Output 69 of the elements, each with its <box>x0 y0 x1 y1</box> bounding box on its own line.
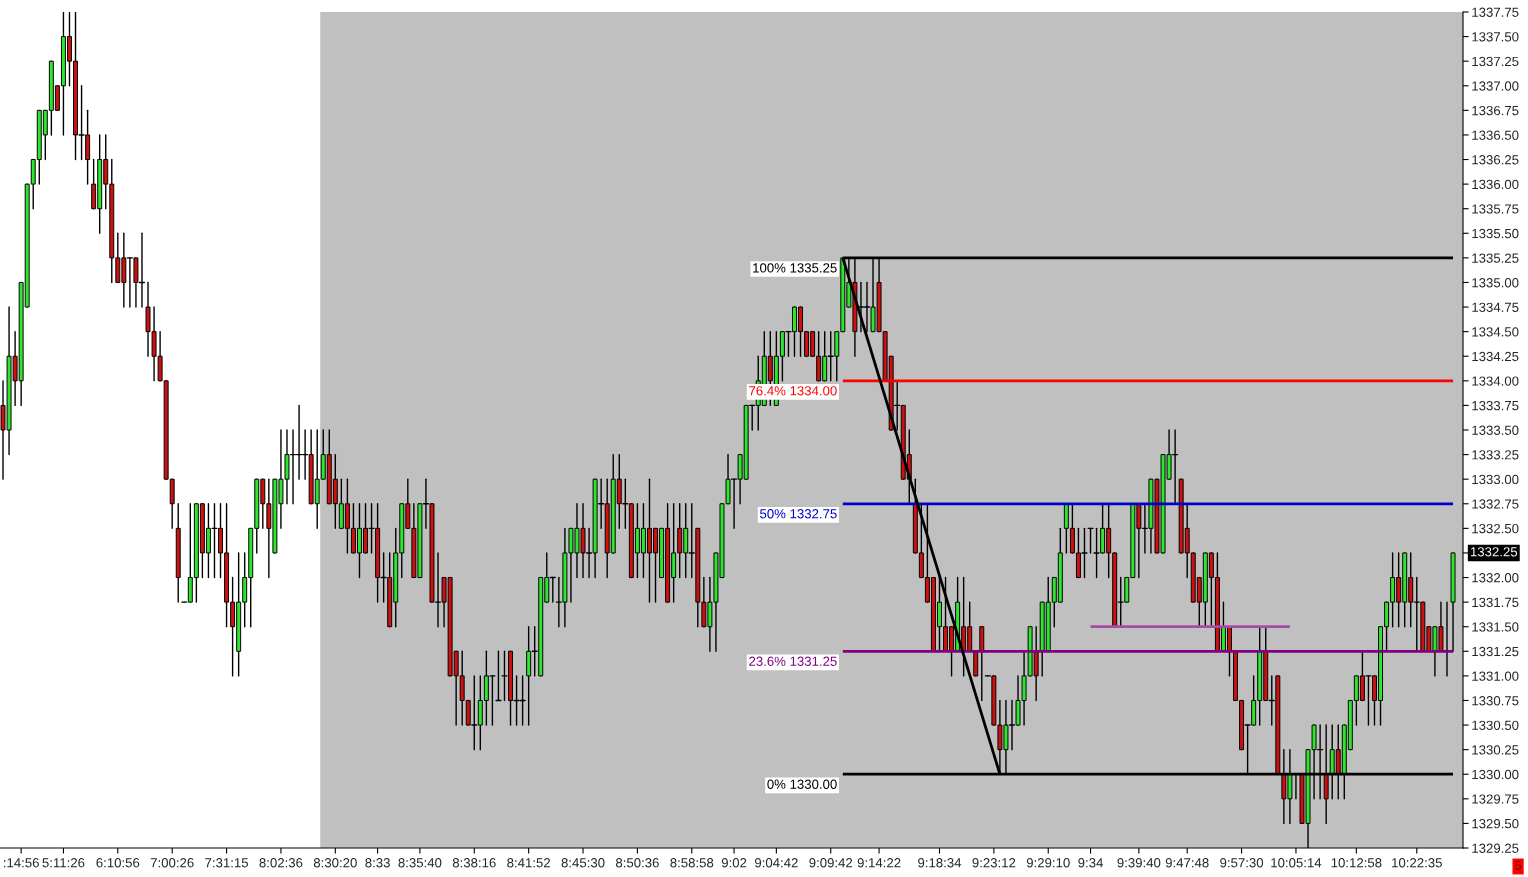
x-tick-label: 9:57:30 <box>1220 858 1264 868</box>
y-tick-label: 1337.25 <box>1472 56 1519 67</box>
y-tick-label: 1333.75 <box>1472 400 1519 411</box>
x-tick-label: 8:45:30 <box>561 858 605 868</box>
y-tick-label: 1332.50 <box>1472 523 1519 534</box>
y-tick-label: 1334.50 <box>1472 327 1519 337</box>
y-tick-label: 1336.75 <box>1472 105 1519 116</box>
x-tick-label: 8:41:52 <box>507 858 550 868</box>
y-tick-label: 1337.50 <box>1472 32 1519 42</box>
y-tick-label: 1335.00 <box>1472 278 1519 288</box>
y-tick-label: 1330.25 <box>1472 745 1519 755</box>
x-tick-label: 9:02 <box>721 858 747 868</box>
x-tick-label: 10:05:14 <box>1271 858 1322 868</box>
x-tick-label: 9:39:40 <box>1117 858 1161 868</box>
series-label: 100% 1335.25 <box>753 263 837 273</box>
x-tick-label: 9:18:34 <box>918 858 962 868</box>
x-tick-label: 7:31:15 <box>205 858 249 868</box>
y-tick-label: 1331.50 <box>1472 622 1519 632</box>
y-tick-label: 1337.75 <box>1472 7 1519 17</box>
y-tick-label: 1334.75 <box>1472 302 1519 312</box>
x-tick-label: 10:22:35 <box>1392 858 1442 868</box>
y-tick-label: 1336.25 <box>1472 155 1519 165</box>
x-tick-label: 10:12:58 <box>1331 858 1382 868</box>
y-tick-label: 1331.75 <box>1472 597 1519 608</box>
series-label: 50% 1332.75 <box>760 509 837 519</box>
y-tick-label: 1333.50 <box>1472 425 1519 435</box>
y-tick-label: 1334.25 <box>1472 351 1519 362</box>
x-tick-label: 9:29:10 <box>1026 858 1070 868</box>
x-tick-label: :14:56 <box>4 858 39 868</box>
x-tick-label: 9:23:12 <box>972 858 1016 868</box>
x-tick-label: 5:11:26 <box>42 858 85 868</box>
y-tick-label: 1335.75 <box>1472 204 1519 214</box>
x-tick-label: 8:35:40 <box>398 858 442 868</box>
y-tick-label: 1331.00 <box>1472 671 1519 681</box>
y-tick-label: 1333.25 <box>1472 450 1519 460</box>
x-tick-label: 7:00:26 <box>150 858 194 868</box>
x-tick-label: 9:47:48 <box>1165 858 1209 868</box>
y-tick-label: 1337.00 <box>1472 81 1519 91</box>
y-tick-label: 1329.25 <box>1472 843 1519 853</box>
y-tick-label: 1330.75 <box>1472 696 1519 706</box>
x-tick-label: 9:09:42 <box>809 858 853 868</box>
y-tick-label: 1329.50 <box>1472 818 1519 829</box>
y-tick-label: 1333.00 <box>1472 474 1519 485</box>
y-tick-label: 1336.00 <box>1472 179 1519 190</box>
x-tick-label: 9:34 <box>1078 858 1103 868</box>
x-tick-label: 9:14:22 <box>857 858 901 868</box>
y-tick-label: 1330.00 <box>1472 769 1519 780</box>
x-tick-label: 8:58:58 <box>670 858 714 868</box>
x-tick-label: 8:50:36 <box>615 858 659 868</box>
y-tick-label: 1335.50 <box>1472 228 1519 239</box>
y-tick-label: 1335.25 <box>1472 253 1519 263</box>
x-tick-label: 6:10:56 <box>96 858 140 868</box>
series-label: 0% 1330.00 <box>767 779 837 789</box>
y-tick-label: 1332.75 <box>1472 499 1519 509</box>
y-tick-label: 1332.00 <box>1472 573 1519 583</box>
x-tick-label: 8:38:16 <box>452 858 496 868</box>
text: 5 <box>1515 861 1522 870</box>
y-tick-label: 1334.00 <box>1472 376 1519 386</box>
x-tick-label: 8:30:20 <box>313 858 357 868</box>
series-label: 76.4% 1334.00 <box>749 386 837 396</box>
y-tick-label: 1330.50 <box>1472 720 1519 730</box>
x-tick-label: 8:02:36 <box>259 858 303 868</box>
y-tick-label: 1336.50 <box>1472 130 1519 140</box>
text: 1332.25 <box>1470 547 1518 557</box>
y-tick-label: 1331.25 <box>1472 646 1519 657</box>
x-tick-label: 9:04:42 <box>754 858 798 868</box>
y-tick-label: 1329.75 <box>1472 794 1519 804</box>
series-label: 23.6% 1331.25 <box>749 656 837 666</box>
x-tick-label: 8:33 <box>365 858 390 868</box>
